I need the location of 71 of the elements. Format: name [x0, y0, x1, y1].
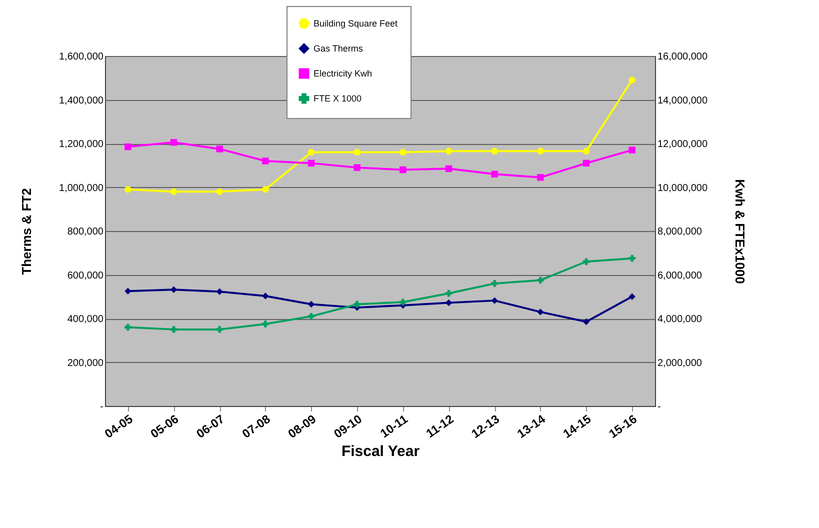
point — [124, 324, 132, 331]
legend-label: Gas Therms — [314, 44, 364, 54]
point — [308, 312, 315, 320]
y-tick-label: 600,000 — [67, 270, 104, 282]
point — [308, 148, 315, 156]
legend-label: Electricity Kwh — [314, 68, 372, 78]
point — [216, 188, 223, 195]
y-tick-label: 400,000 — [67, 314, 104, 325]
point — [628, 254, 636, 262]
y-axis-title: Therms & FT2 — [19, 188, 34, 275]
point — [170, 286, 178, 293]
point — [216, 326, 223, 333]
point — [400, 166, 406, 174]
y2-tick-label: - — [658, 402, 661, 412]
point — [170, 188, 178, 195]
point — [400, 298, 406, 306]
point — [400, 148, 406, 156]
point — [491, 148, 498, 155]
point — [308, 160, 315, 167]
y-tick-label: 1,400,000 — [59, 95, 104, 106]
point — [491, 170, 498, 178]
y-tick-label: - — [100, 402, 104, 412]
point — [582, 318, 590, 326]
point — [354, 164, 360, 171]
point — [582, 160, 590, 167]
point — [445, 165, 452, 172]
point — [491, 280, 498, 287]
x-axis-title: Fiscal Year — [341, 443, 420, 460]
y-tick-label: 1,600,000 — [59, 52, 104, 62]
point — [445, 299, 452, 306]
point — [491, 297, 498, 304]
point — [170, 139, 178, 146]
y2-tick-label: 16,000,000 — [658, 52, 708, 62]
y-tick-label: 1,200,000 — [59, 139, 104, 150]
point — [308, 300, 315, 308]
point — [262, 158, 269, 164]
point — [628, 293, 636, 300]
legend-label: Building Square Feet — [314, 18, 398, 28]
y2-tick-label: 12,000,000 — [658, 139, 708, 150]
y2-tick-label: 8,000,000 — [658, 226, 702, 238]
y-tick-label: 800,000 — [67, 226, 104, 238]
point — [354, 148, 360, 156]
point — [124, 288, 132, 295]
point — [170, 326, 178, 333]
point — [262, 292, 269, 300]
point — [582, 258, 590, 265]
point — [628, 146, 636, 154]
point — [216, 288, 223, 295]
point — [354, 300, 360, 308]
point — [537, 276, 544, 284]
point — [445, 148, 452, 155]
y-tick-label: 1,000,000 — [59, 182, 104, 194]
point — [537, 174, 544, 181]
y2-tick-label: 4,000,000 — [658, 314, 702, 325]
y2-tick-label: 10,000,000 — [658, 182, 708, 194]
point — [262, 320, 269, 328]
point — [537, 308, 544, 316]
point — [124, 186, 132, 193]
point — [216, 146, 223, 152]
point — [582, 148, 590, 155]
point — [537, 148, 544, 155]
y-tick-label: 200,000 — [67, 358, 104, 369]
point — [445, 290, 452, 297]
point — [262, 186, 269, 193]
y2-axis-title: Kwh & FTEx1000 — [732, 179, 748, 284]
legend-label: FTE X 1000 — [314, 94, 362, 104]
y2-tick-label: 14,000,000 — [658, 95, 708, 106]
point — [628, 76, 636, 84]
y2-tick-label: 2,000,000 — [658, 358, 702, 369]
y2-tick-label: 6,000,000 — [658, 270, 702, 282]
point — [124, 143, 132, 150]
